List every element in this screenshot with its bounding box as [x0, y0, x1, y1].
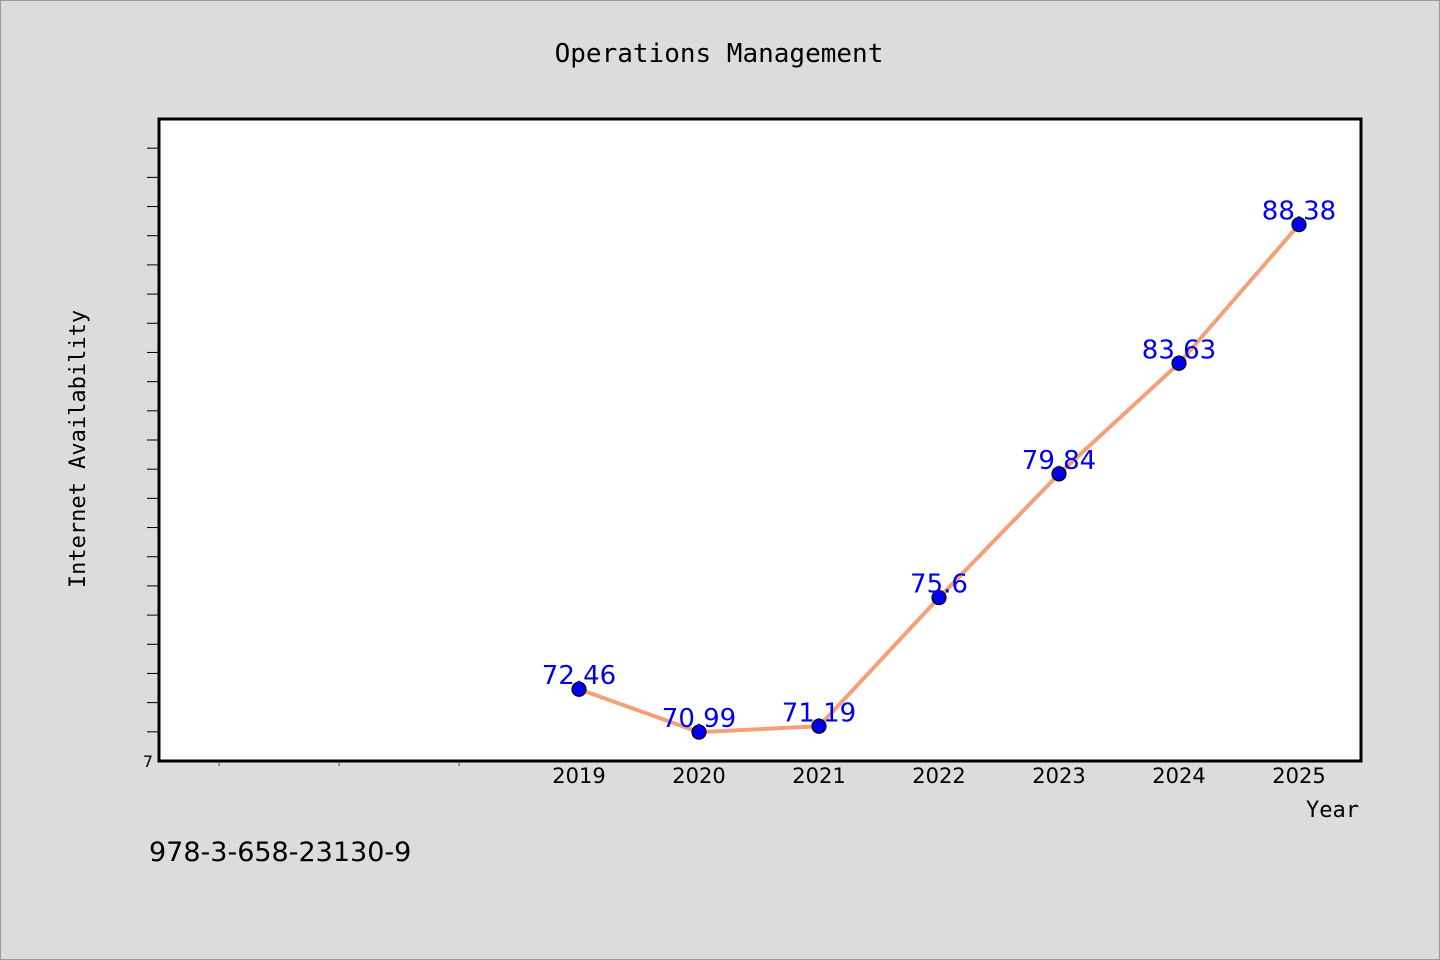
data-point: [811, 718, 827, 734]
data-label: 75.6: [910, 570, 968, 600]
data-point: [571, 681, 587, 697]
series-group: 72.46 70.99 71.19 75.6 79.84 83.63 88.38: [542, 197, 1336, 740]
plot-area: [157, 117, 1363, 763]
x-axis-minor-ticks: [218, 762, 460, 766]
x-axis-label: Year: [1306, 798, 1359, 823]
x-tick-label: 2021: [792, 764, 845, 788]
data-point: [691, 724, 707, 740]
chart-title: Operations Management: [555, 39, 884, 69]
data-point: [1171, 355, 1187, 371]
x-tick-label: 2023: [1032, 764, 1085, 788]
data-label: 71.19: [782, 698, 856, 728]
data-label: 83.63: [1142, 335, 1216, 365]
data-point: [1291, 217, 1307, 233]
data-label: 79.84: [1022, 446, 1096, 476]
x-tick-label: 2024: [1152, 764, 1205, 788]
y-tick-label: 7: [143, 752, 153, 771]
y-axis-ticks: [147, 147, 159, 733]
x-tick-label: 2020: [672, 764, 725, 788]
y-axis-label: Internet Availability: [66, 310, 91, 588]
x-tick-label: 2025: [1272, 764, 1325, 788]
data-label: 72.46: [542, 661, 616, 691]
data-point: [1051, 466, 1067, 482]
x-tick-label: 2019: [552, 764, 605, 788]
footer-code: 978-3-658-23130-9: [149, 837, 412, 868]
data-label: 70.99: [662, 704, 736, 734]
data-label: 88.38: [1262, 197, 1336, 227]
data-point: [931, 589, 947, 606]
x-axis-tick-labels: 2019 2020 2021 2022 2023 2024 2025: [552, 764, 1325, 788]
x-tick-label: 2022: [912, 764, 965, 788]
